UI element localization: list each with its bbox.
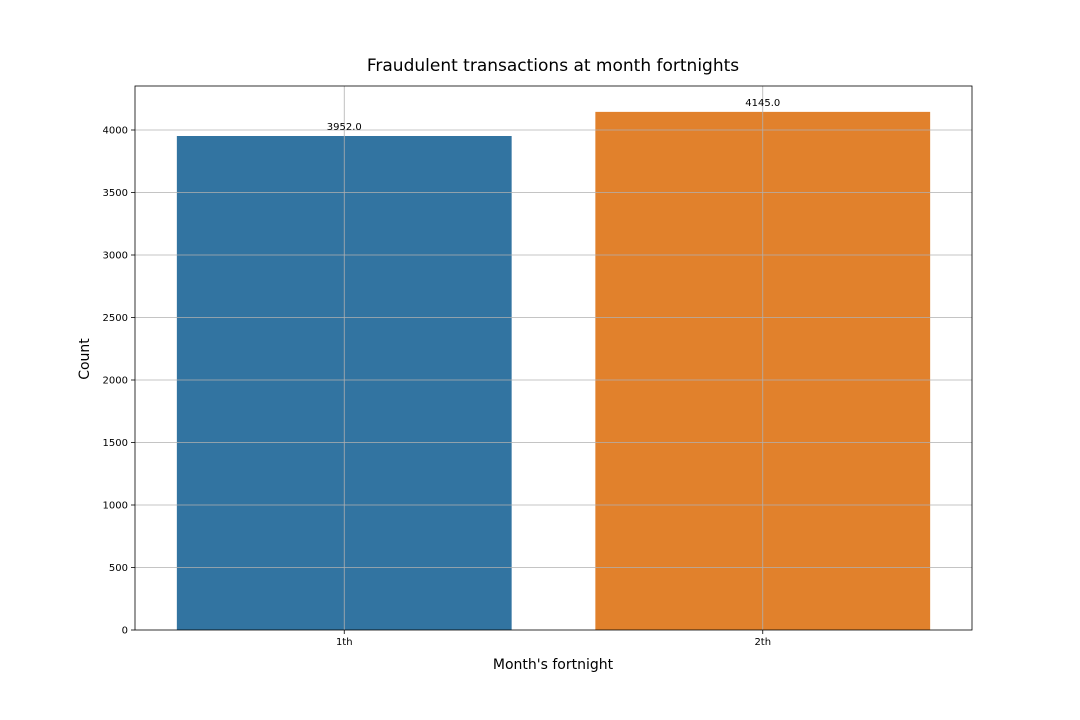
y-tick-label: 0: [122, 626, 128, 637]
x-tick-label: 1th: [336, 637, 353, 648]
y-tick-label: 3500: [103, 188, 128, 199]
y-axis-label: Count: [77, 338, 93, 380]
bar-value-label: 3952.0: [327, 122, 362, 133]
y-tick-label: 1500: [103, 438, 128, 449]
plot-frame: [134, 85, 973, 631]
x-axis-label: Month's fortnight: [493, 657, 614, 673]
y-tick-label: 2000: [103, 376, 128, 387]
chart-title: Fraudulent transactions at month fortnig…: [367, 56, 739, 76]
bar-value-label: 4145.0: [745, 98, 780, 109]
plot-area: 0 500 1000 1500 2000 2500 3000 3500 4000 1th 2th 39…: [103, 85, 973, 648]
y-tick-label: 4000: [103, 126, 128, 137]
y-tick-label: 500: [109, 563, 128, 574]
y-tick-label: 2500: [103, 313, 128, 324]
y-tick-label: 1000: [103, 501, 128, 512]
x-tick-label: 2th: [754, 637, 771, 648]
y-tick-label: 3000: [103, 251, 128, 262]
